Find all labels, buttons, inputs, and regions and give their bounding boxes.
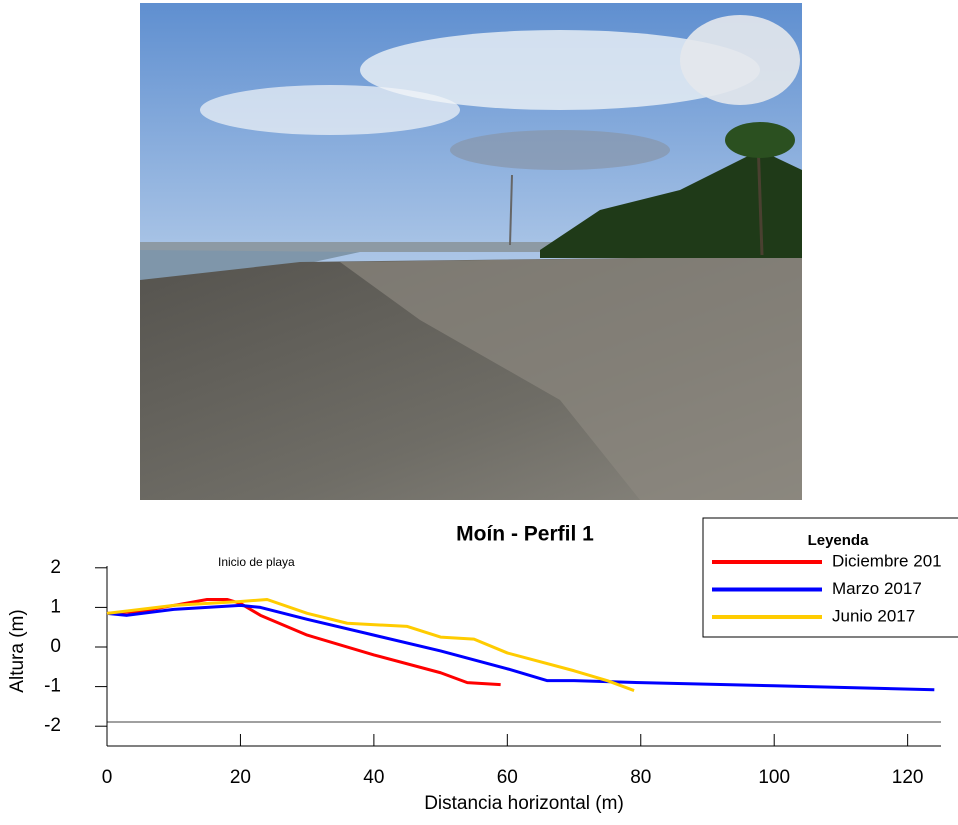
x-tick-label: 80 <box>630 767 651 788</box>
x-tick-label: 120 <box>892 767 924 788</box>
y-axis-label: Altura (m) <box>7 609 28 692</box>
beach-photo <box>140 3 802 500</box>
series-line <box>106 603 935 692</box>
y-tick-label: -2 <box>44 715 61 736</box>
y-tick-label: 2 <box>50 557 61 578</box>
x-tick-label: 20 <box>230 767 251 788</box>
x-tick-label: 60 <box>497 767 518 788</box>
series-line <box>106 597 635 692</box>
legend-label: Marzo 2017 <box>832 579 922 598</box>
legend-label: Diciembre 201 <box>832 551 942 570</box>
x-tick-label: 100 <box>758 767 790 788</box>
y-tick-label: -1 <box>44 676 61 697</box>
y-tick-label: 1 <box>50 596 61 617</box>
legend-title: Leyenda <box>808 532 870 549</box>
x-axis-label: Distancia horizontal (m) <box>424 793 624 814</box>
y-tick-label: 0 <box>50 636 61 657</box>
x-tick-label: 0 <box>102 767 113 788</box>
chart-title: Moín - Perfil 1 <box>456 523 594 546</box>
x-tick-label: 40 <box>363 767 384 788</box>
legend-label: Junio 2017 <box>832 606 915 625</box>
annotation: Inicio de playa <box>218 555 295 569</box>
